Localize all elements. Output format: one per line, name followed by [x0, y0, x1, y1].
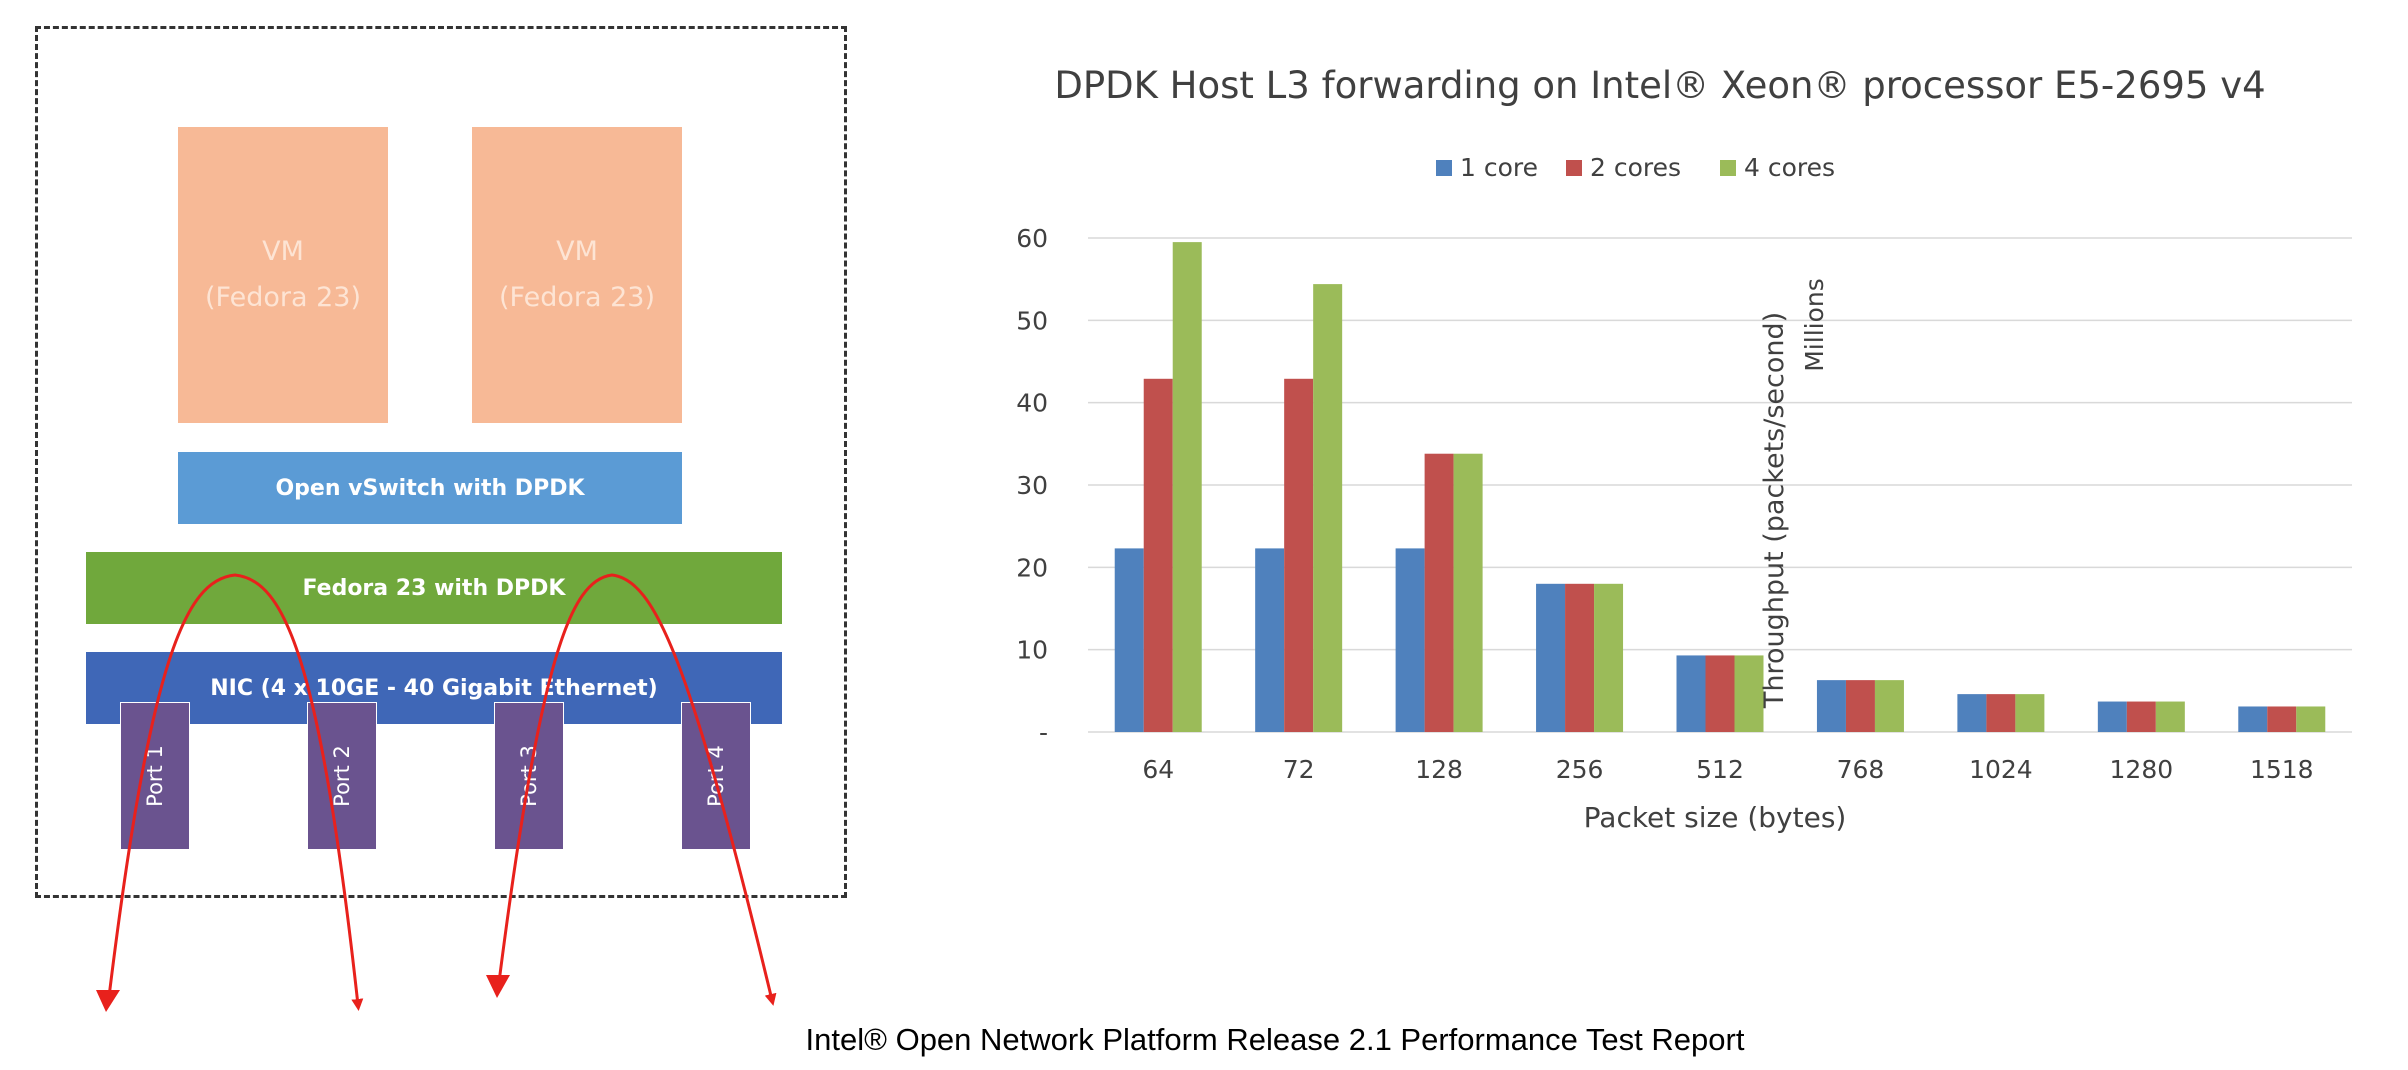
bar-512-1-core — [1676, 655, 1706, 732]
x-tick-label: 1024 — [1969, 755, 2033, 784]
host-boundary — [35, 26, 847, 898]
x-tick-label: 64 — [1142, 755, 1174, 784]
arrow-head-1 — [96, 990, 120, 1012]
legend-swatch — [1566, 160, 1582, 176]
bar-512-4-cores — [1734, 655, 1764, 732]
vm-box-2: VM (Fedora 23) — [472, 127, 682, 423]
x-axis-ticks: 64 72 128 256 512 768 1024 1280 1518 — [1142, 755, 2313, 784]
port-label: Port 2 — [329, 745, 354, 807]
ovs-label: Open vSwitch with DPDK — [275, 475, 585, 501]
report-caption: Intel® Open Network Platform Release 2.1… — [805, 1022, 1745, 1057]
port-label: Port 1 — [142, 745, 167, 807]
y-axis-ticks: - 10 20 30 40 50 60 — [1016, 224, 1048, 747]
port-1: Port 1 — [120, 702, 190, 850]
bar-1518-4-cores — [2296, 706, 2326, 732]
chart-bars — [1114, 242, 2326, 732]
legend-swatch — [1436, 160, 1452, 176]
bar-256-1-core — [1536, 583, 1566, 732]
bar-128-1-core — [1395, 548, 1425, 732]
vm-os-label: (Fedora 23) — [499, 282, 655, 313]
throughput-chart: DPDK Host L3 forwarding on Intel® Xeon® … — [860, 30, 2408, 860]
ovs-dpdk-layer: Open vSwitch with DPDK — [178, 452, 682, 524]
x-tick-label: 768 — [1837, 755, 1885, 784]
bar-64-1-core — [1114, 548, 1144, 732]
bar-1024-1-core — [1957, 694, 1987, 732]
bar-1280-1-core — [2097, 701, 2127, 732]
legend-label: 1 core — [1460, 153, 1538, 182]
x-tick-label: 128 — [1415, 755, 1463, 784]
y-tick-label: - — [1039, 718, 1048, 747]
nic-label: NIC (4 x 10GE - 40 Gigabit Ethernet) — [210, 675, 658, 701]
bar-64-2-cores — [1143, 378, 1173, 732]
port-4: Port 4 — [681, 702, 751, 850]
y-tick-label: 50 — [1016, 306, 1048, 335]
bar-768-4-cores — [1874, 680, 1904, 732]
bar-72-2-cores — [1284, 378, 1314, 732]
y-tick-label: 30 — [1016, 471, 1048, 500]
y-tick-label: 20 — [1016, 553, 1048, 582]
x-axis-title: Packet size (bytes) — [1584, 801, 1847, 834]
x-tick-label: 1518 — [2250, 755, 2314, 784]
bar-72-1-core — [1255, 548, 1285, 732]
legend-swatch — [1720, 160, 1736, 176]
bar-128-4-cores — [1453, 453, 1483, 732]
vm-box-1: VM (Fedora 23) — [178, 127, 388, 423]
arrow-head-3 — [486, 975, 510, 998]
chart-legend: 1 core 2 cores 4 cores — [1436, 153, 1835, 182]
bar-1024-2-cores — [1986, 694, 2016, 732]
port-label: Port 4 — [703, 745, 728, 807]
x-tick-label: 256 — [1556, 755, 1604, 784]
y-axis-title: Throughput (packets/second) — [1759, 312, 1790, 709]
bar-1024-4-cores — [2015, 694, 2045, 732]
bar-72-4-cores — [1313, 284, 1343, 732]
y-unit-label: Millions — [1800, 278, 1829, 372]
y-tick-label: 10 — [1016, 636, 1048, 665]
bar-256-2-cores — [1565, 583, 1595, 732]
bar-1280-2-cores — [2126, 701, 2156, 732]
bar-1518-2-cores — [2267, 706, 2297, 732]
y-tick-label: 60 — [1016, 224, 1048, 253]
port-label: Port 3 — [516, 745, 541, 807]
fedora-dpdk-layer: Fedora 23 with DPDK — [86, 552, 782, 624]
x-tick-label: 512 — [1696, 755, 1744, 784]
legend-label: 2 cores — [1590, 153, 1681, 182]
fedora-label: Fedora 23 with DPDK — [302, 575, 566, 601]
vm-label: VM — [262, 236, 304, 267]
y-tick-label: 40 — [1016, 389, 1048, 418]
legend-label: 4 cores — [1744, 153, 1835, 182]
bar-512-2-cores — [1705, 655, 1735, 732]
port-3: Port 3 — [494, 702, 564, 850]
x-tick-label: 1280 — [2110, 755, 2174, 784]
chart-title: DPDK Host L3 forwarding on Intel® Xeon® … — [1054, 64, 2265, 107]
topology-diagram: VM (Fedora 23) VM (Fedora 23) Open vSwit… — [0, 0, 880, 1020]
bar-128-2-cores — [1424, 453, 1454, 732]
vm-os-label: (Fedora 23) — [205, 282, 361, 313]
bar-768-1-core — [1816, 680, 1846, 732]
bar-1518-1-core — [2238, 706, 2268, 732]
nic-layer: NIC (4 x 10GE - 40 Gigabit Ethernet) — [86, 652, 782, 724]
bar-64-4-cores — [1172, 242, 1202, 732]
bar-768-2-cores — [1845, 680, 1875, 732]
bar-256-4-cores — [1594, 583, 1624, 732]
vm-label: VM — [556, 236, 598, 267]
x-tick-label: 72 — [1283, 755, 1315, 784]
bar-1280-4-cores — [2155, 701, 2185, 732]
port-2: Port 2 — [307, 702, 377, 850]
